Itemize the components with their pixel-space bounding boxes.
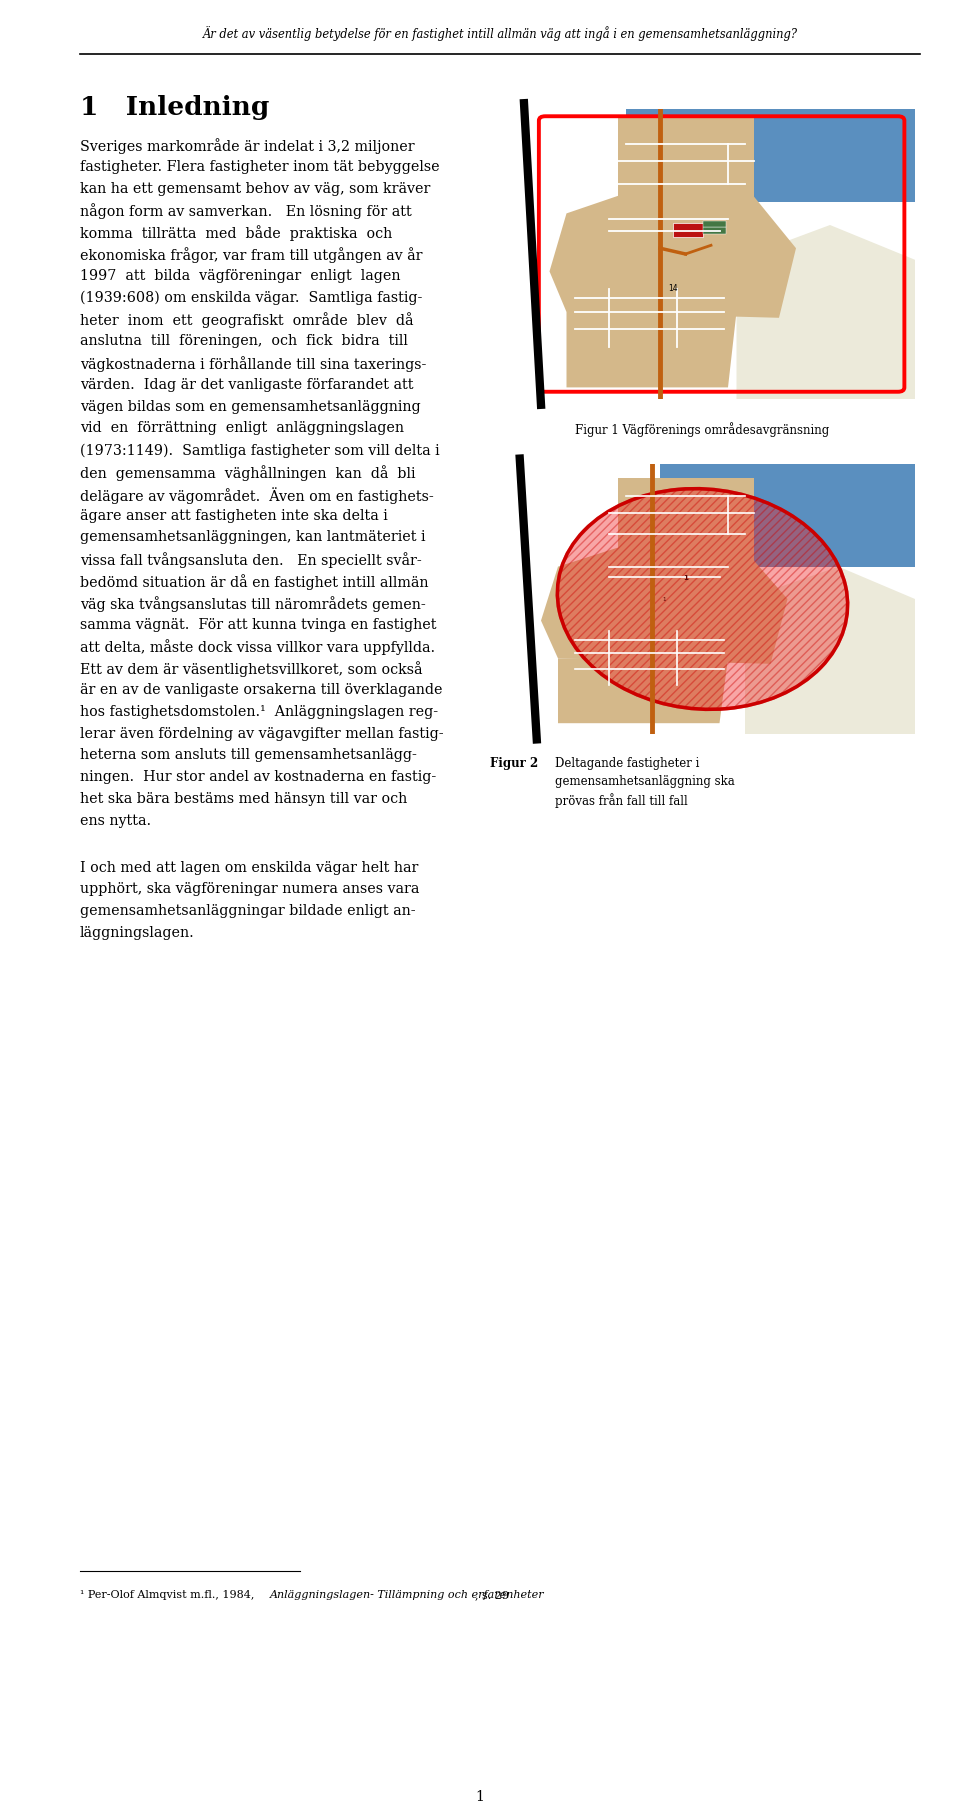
Text: Figur 1 Vägförenings områdesavgränsning: Figur 1 Vägförenings områdesavgränsning: [575, 423, 829, 437]
Text: lerar även fördelning av vägavgifter mellan fastig-: lerar även fördelning av vägavgifter mel…: [80, 726, 444, 740]
Text: 1: 1: [662, 597, 666, 602]
Text: 1: 1: [684, 575, 688, 580]
Text: 1: 1: [475, 1789, 485, 1803]
Text: någon form av samverkan.   En lösning för att: någon form av samverkan. En lösning för …: [80, 203, 412, 219]
Text: Är det av väsentlig betydelse för en fastighet intill allmän väg att ingå i en g: Är det av väsentlig betydelse för en fas…: [203, 25, 798, 42]
Text: 1   Inledning: 1 Inledning: [80, 94, 270, 120]
Text: Sveriges markområde är indelat i 3,2 miljoner: Sveriges markområde är indelat i 3,2 mil…: [80, 138, 415, 154]
Text: Figur 2: Figur 2: [490, 756, 539, 769]
Text: ens nytta.: ens nytta.: [80, 813, 151, 827]
Text: att delta, måste dock vissa villkor vara uppfyllda.: att delta, måste dock vissa villkor vara…: [80, 639, 435, 655]
Text: 1997  att  bilda  vägföreningar  enligt  lagen: 1997 att bilda vägföreningar enligt lage…: [80, 268, 400, 283]
Bar: [673, 223, 703, 238]
Text: vägkostnaderna i förhållande till sina taxerings-: vägkostnaderna i förhållande till sina t…: [80, 356, 426, 372]
Polygon shape: [541, 541, 787, 664]
Text: samma vägnät.  För att kunna tvinga en fastighet: samma vägnät. För att kunna tvinga en fa…: [80, 617, 437, 631]
Polygon shape: [566, 312, 736, 388]
Polygon shape: [660, 464, 915, 568]
Text: Ett av dem är väsentlighetsvillkoret, som också: Ett av dem är väsentlighetsvillkoret, so…: [80, 660, 422, 677]
Text: heter  inom  ett  geografiskt  område  blev  då: heter inom ett geografiskt område blev d…: [80, 312, 414, 328]
Bar: [703, 229, 726, 234]
Text: ¹ Per-Olof Almqvist m.fl., 1984,: ¹ Per-Olof Almqvist m.fl., 1984,: [80, 1589, 258, 1600]
Text: 14: 14: [668, 283, 678, 292]
Polygon shape: [617, 118, 754, 203]
Text: ägare anser att fastigheten inte ska delta i: ägare anser att fastigheten inte ska del…: [80, 508, 388, 522]
Text: vid  en  förrättning  enligt  anläggningslagen: vid en förrättning enligt anläggningslag…: [80, 421, 404, 435]
Text: hos fastighetsdomstolen.¹  Anläggningslagen reg-: hos fastighetsdomstolen.¹ Anläggningslag…: [80, 704, 438, 718]
Text: heterna som ansluts till gemensamhetsanlägg-: heterna som ansluts till gemensamhetsanl…: [80, 747, 417, 762]
Text: gemensamhetsanläggningar bildade enligt an-: gemensamhetsanläggningar bildade enligt …: [80, 903, 416, 918]
Text: bedömd situation är då en fastighet intill allmän: bedömd situation är då en fastighet inti…: [80, 573, 428, 590]
Text: värden.  Idag är det vanligaste förfarandet att: värden. Idag är det vanligaste förfarand…: [80, 377, 414, 392]
Text: fastigheter. Flera fastigheter inom tät bebyggelse: fastigheter. Flera fastigheter inom tät …: [80, 160, 440, 174]
Text: läggningslagen.: läggningslagen.: [80, 925, 195, 940]
Polygon shape: [549, 185, 796, 319]
Polygon shape: [558, 658, 728, 724]
Text: är en av de vanligaste orsakerna till överklagande: är en av de vanligaste orsakerna till öv…: [80, 682, 443, 697]
Text: delägare av vägområdet.  Även om en fastighets-: delägare av vägområdet. Även om en fasti…: [80, 486, 434, 502]
Bar: [703, 221, 726, 229]
Ellipse shape: [558, 490, 848, 709]
Text: kan ha ett gemensamt behov av väg, som kräver: kan ha ett gemensamt behov av väg, som k…: [80, 181, 430, 196]
Text: Anläggningslagen- Tillämpning och erfarenheter: Anläggningslagen- Tillämpning och erfare…: [270, 1589, 544, 1600]
Text: ekonomiska frågor, var fram till utgången av år: ekonomiska frågor, var fram till utgånge…: [80, 247, 422, 263]
Text: (1939:608) om enskilda vägar.  Samtliga fastig-: (1939:608) om enskilda vägar. Samtliga f…: [80, 290, 422, 305]
Text: ningen.  Hur stor andel av kostnaderna en fastig-: ningen. Hur stor andel av kostnaderna en…: [80, 769, 436, 784]
Text: Deltagande fastigheter i
gemensamhetsanläggning ska
prövas från fall till fall: Deltagande fastigheter i gemensamhetsanl…: [555, 756, 734, 807]
Text: (1973:1149).  Samtliga fastigheter som vill delta i: (1973:1149). Samtliga fastigheter som vi…: [80, 443, 440, 457]
Text: väg ska tvångsanslutas till närområdets gemen-: väg ska tvångsanslutas till närområdets …: [80, 595, 425, 611]
Text: upphört, ska vägföreningar numera anses vara: upphört, ska vägföreningar numera anses …: [80, 882, 420, 896]
Polygon shape: [736, 227, 915, 399]
Text: het ska bära bestäms med hänsyn till var och: het ska bära bestäms med hänsyn till var…: [80, 791, 407, 805]
Text: , s. 29: , s. 29: [475, 1589, 509, 1600]
Polygon shape: [745, 568, 915, 735]
Text: den  gemensamma  väghållningen  kan  då  bli: den gemensamma väghållningen kan då bli: [80, 464, 416, 481]
Text: vägen bildas som en gemensamhetsanläggning: vägen bildas som en gemensamhetsanläggni…: [80, 399, 420, 414]
Polygon shape: [626, 111, 915, 203]
Polygon shape: [617, 479, 754, 568]
Text: anslutna  till  föreningen,  och  fick  bidra  till: anslutna till föreningen, och fick bidra…: [80, 334, 408, 348]
Text: gemensamhetsanläggningen, kan lantmäteriet i: gemensamhetsanläggningen, kan lantmäteri…: [80, 530, 425, 544]
Text: vissa fall tvångsansluta den.   En speciellt svår-: vissa fall tvångsansluta den. En speciel…: [80, 551, 421, 568]
Text: I och med att lagen om enskilda vägar helt har: I och med att lagen om enskilda vägar he…: [80, 860, 419, 874]
Text: komma  tillrätta  med  både  praktiska  och: komma tillrätta med både praktiska och: [80, 225, 393, 241]
